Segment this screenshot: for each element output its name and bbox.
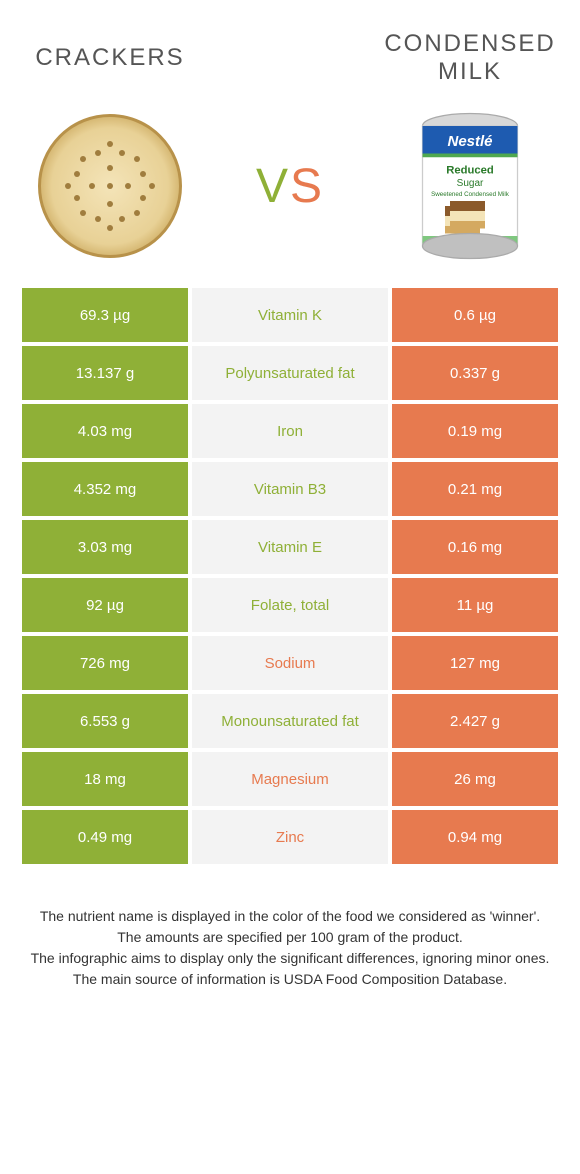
title-right: Condensed Milk: [380, 30, 560, 86]
svg-text:Reduced: Reduced: [446, 165, 494, 177]
cracker-icon: [35, 111, 185, 261]
table-row: 3.03 mgVitamin E0.16 mg: [20, 518, 560, 576]
table-row: 6.553 gMonounsaturated fat2.427 g: [20, 692, 560, 750]
nutrient-name: Sodium: [190, 634, 390, 692]
header: Crackers Condensed Milk: [0, 0, 580, 96]
condensed-milk-image: Nestlé Reduced Sugar Sweetened Condensed…: [390, 106, 550, 266]
nutrient-name: Polyunsaturated fat: [190, 344, 390, 402]
table-row: 13.137 gPolyunsaturated fat0.337 g: [20, 344, 560, 402]
value-left: 13.137 g: [20, 344, 190, 402]
table-row: 92 µgFolate, total11 µg: [20, 576, 560, 634]
value-left: 3.03 mg: [20, 518, 190, 576]
footer-line: The main source of information is USDA F…: [30, 969, 550, 990]
svg-text:Nestlé: Nestlé: [447, 133, 492, 150]
value-right: 0.94 mg: [390, 808, 560, 866]
nutrient-name: Vitamin E: [190, 518, 390, 576]
footer-line: The nutrient name is displayed in the co…: [30, 906, 550, 927]
vs-s: S: [290, 160, 324, 213]
nutrient-name: Monounsaturated fat: [190, 692, 390, 750]
value-left: 0.49 mg: [20, 808, 190, 866]
nutrient-name: Vitamin K: [190, 286, 390, 344]
nutrient-name: Folate, total: [190, 576, 390, 634]
nutrient-name: Magnesium: [190, 750, 390, 808]
value-right: 0.19 mg: [390, 402, 560, 460]
value-right: 11 µg: [390, 576, 560, 634]
cracker-image: [30, 106, 190, 266]
nutrient-name: Iron: [190, 402, 390, 460]
title-left: Crackers: [20, 44, 200, 72]
svg-text:Sweetened Condensed Milk: Sweetened Condensed Milk: [431, 191, 510, 198]
nutrient-name: Zinc: [190, 808, 390, 866]
nutrient-table: 69.3 µgVitamin K0.6 µg13.137 gPolyunsatu…: [20, 286, 560, 866]
table-row: 4.352 mgVitamin B30.21 mg: [20, 460, 560, 518]
value-right: 26 mg: [390, 750, 560, 808]
images-row: VS Nestlé Reduced Sugar Sweetened Conden…: [0, 96, 580, 286]
value-right: 127 mg: [390, 634, 560, 692]
can-icon: Nestlé Reduced Sugar Sweetened Condensed…: [405, 111, 535, 261]
table-row: 18 mgMagnesium26 mg: [20, 750, 560, 808]
footer-line: The infographic aims to display only the…: [30, 948, 550, 969]
table-row: 4.03 mgIron0.19 mg: [20, 402, 560, 460]
svg-text:Sugar: Sugar: [457, 178, 484, 189]
footer-line: The amounts are specified per 100 gram o…: [30, 927, 550, 948]
value-right: 0.6 µg: [390, 286, 560, 344]
value-left: 4.352 mg: [20, 460, 190, 518]
value-left: 69.3 µg: [20, 286, 190, 344]
value-right: 2.427 g: [390, 692, 560, 750]
vs-label: VS: [256, 159, 324, 214]
nutrient-name: Vitamin B3: [190, 460, 390, 518]
value-right: 0.337 g: [390, 344, 560, 402]
value-right: 0.21 mg: [390, 460, 560, 518]
value-left: 726 mg: [20, 634, 190, 692]
value-left: 92 µg: [20, 576, 190, 634]
value-left: 18 mg: [20, 750, 190, 808]
table-row: 69.3 µgVitamin K0.6 µg: [20, 286, 560, 344]
footer: The nutrient name is displayed in the co…: [0, 866, 580, 990]
value-left: 6.553 g: [20, 692, 190, 750]
table-row: 0.49 mgZinc0.94 mg: [20, 808, 560, 866]
table-row: 726 mgSodium127 mg: [20, 634, 560, 692]
vs-v: V: [256, 160, 290, 213]
value-left: 4.03 mg: [20, 402, 190, 460]
value-right: 0.16 mg: [390, 518, 560, 576]
